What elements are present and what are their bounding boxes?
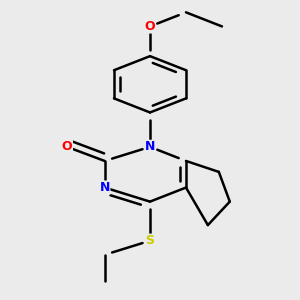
Text: S: S xyxy=(146,234,154,247)
Text: O: O xyxy=(62,140,72,153)
Text: N: N xyxy=(145,140,155,153)
Text: N: N xyxy=(99,181,110,194)
Text: O: O xyxy=(145,20,155,33)
